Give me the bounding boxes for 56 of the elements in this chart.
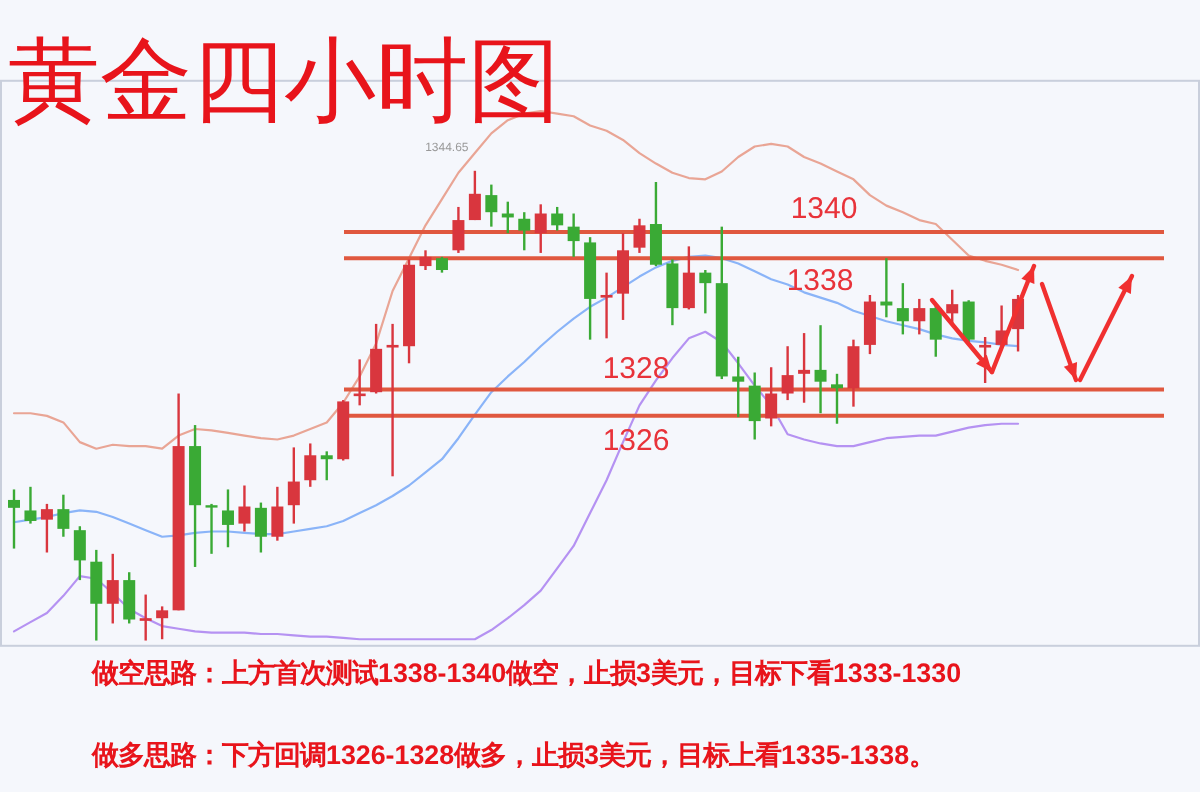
candlestick xyxy=(781,345,794,402)
ref-line-label: 1340 xyxy=(790,191,858,226)
candlestick xyxy=(205,502,218,556)
candlestick xyxy=(765,366,778,428)
candlestick xyxy=(40,502,53,554)
ref-line-label: 1338 xyxy=(786,264,854,299)
candlestick xyxy=(106,552,119,625)
candlestick xyxy=(254,501,267,554)
candlestick xyxy=(913,297,926,336)
candlestick xyxy=(666,258,679,327)
text: 做多思路：下方回调1326-1328做多，止损3美元，目标上看1335-1338。 xyxy=(90,740,936,770)
candlestick xyxy=(238,484,251,533)
candlestick xyxy=(139,593,152,642)
candlestick xyxy=(304,442,317,489)
candlestick xyxy=(633,217,646,255)
candlestick xyxy=(156,605,169,641)
candlestick xyxy=(419,249,432,272)
candlestick xyxy=(73,525,86,582)
candlestick xyxy=(386,322,399,478)
candlestick xyxy=(798,331,811,404)
candlestick xyxy=(370,322,383,395)
candlestick xyxy=(896,281,909,336)
candlestick xyxy=(534,203,547,255)
candlestick xyxy=(748,371,761,441)
candlestick xyxy=(831,372,843,425)
candlestick xyxy=(567,212,580,259)
candlestick xyxy=(600,271,613,340)
candlestick xyxy=(320,450,333,482)
candlestick xyxy=(863,293,876,356)
candlestick xyxy=(8,488,20,550)
candlestick xyxy=(847,338,860,408)
candlestick xyxy=(962,299,975,345)
candlestick xyxy=(90,548,103,642)
candlestick xyxy=(732,355,745,419)
candlestick xyxy=(682,245,695,311)
ref-line-label: 1328 xyxy=(602,351,670,386)
chart-title: 黄金四小时图 xyxy=(8,26,560,134)
candlestick xyxy=(221,488,234,549)
candlestick xyxy=(518,211,531,252)
text: 做空思路：上方首次测试1338-1340做空，止损3美元，目标下看1333-1330 xyxy=(90,658,962,688)
ref-line-label: 1326 xyxy=(602,423,670,458)
candlestick xyxy=(979,335,992,385)
candlestick xyxy=(814,324,827,415)
candlestick xyxy=(649,180,662,268)
candlestick xyxy=(468,169,481,222)
candlestick xyxy=(551,205,564,232)
candlestick xyxy=(271,485,284,542)
candlestick xyxy=(452,205,465,255)
candlestick xyxy=(699,268,712,315)
candlestick xyxy=(57,493,70,538)
candlestick xyxy=(946,288,959,326)
candlestick xyxy=(287,446,300,525)
candlestick xyxy=(123,571,136,625)
candlestick xyxy=(617,232,630,322)
candlestick xyxy=(485,183,498,228)
candlestick xyxy=(24,485,37,525)
